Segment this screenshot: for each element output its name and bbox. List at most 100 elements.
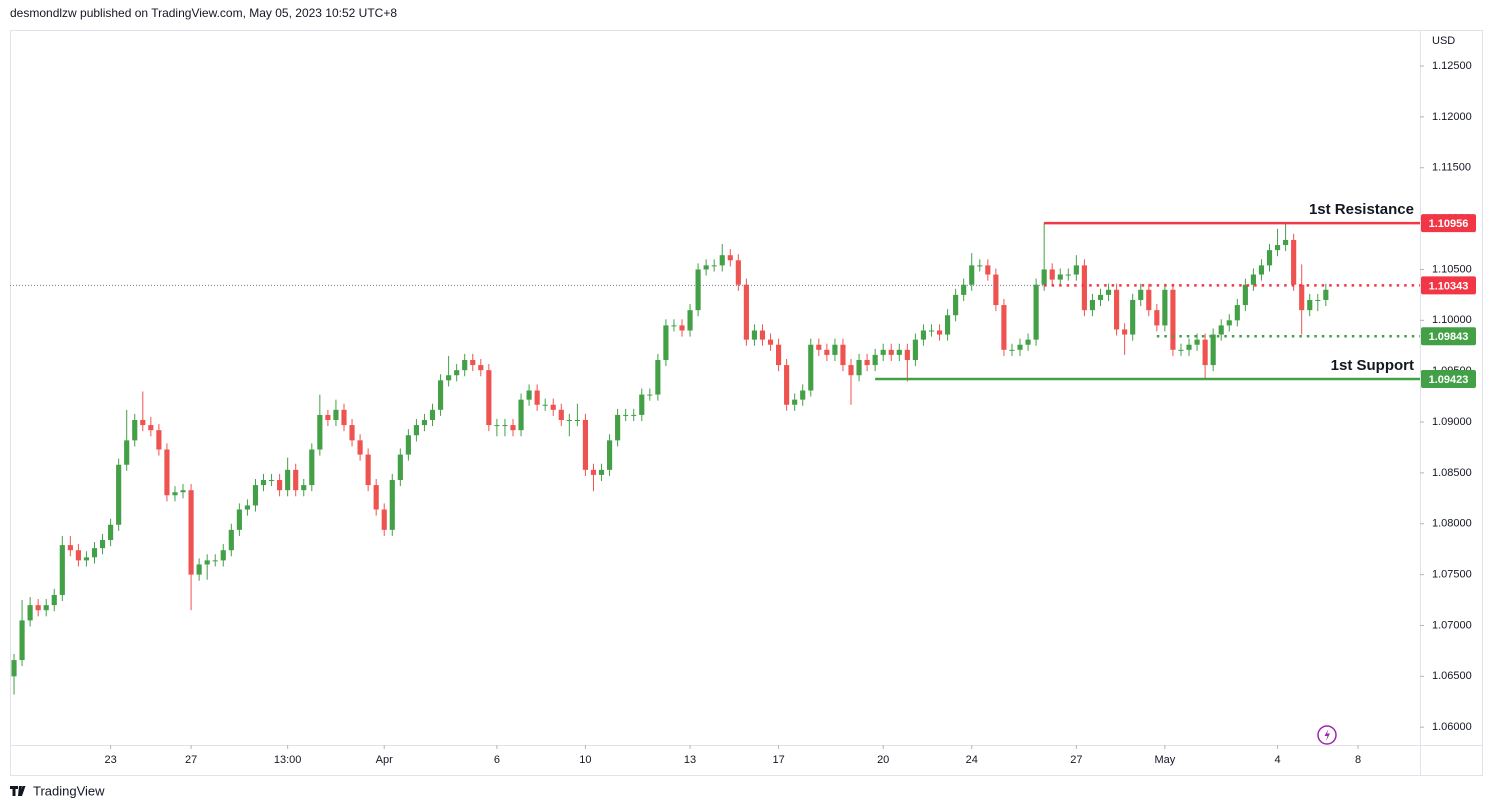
candle-body (1033, 284, 1039, 340)
candle-body (341, 409, 347, 426)
candle-body (735, 260, 741, 285)
candle-body (1081, 265, 1087, 311)
candle-body (1089, 299, 1096, 311)
candle-body (832, 344, 838, 355)
icon-circle[interactable] (1317, 725, 1337, 745)
y-tick-label: 1.08500 (1432, 467, 1472, 479)
candle-body (1097, 294, 1104, 300)
y-tick-label: 1.07000 (1432, 619, 1472, 631)
candle-body (1041, 269, 1047, 285)
candle-body (800, 390, 806, 400)
price-tag (1421, 276, 1476, 295)
candle-body (615, 414, 621, 441)
x-tick-label: 10 (579, 754, 591, 766)
candle-body (655, 359, 661, 395)
candle-body (1242, 284, 1248, 306)
candle-body (373, 485, 379, 510)
candle-body (188, 490, 194, 575)
y-tick-label: 1.12500 (1432, 60, 1472, 72)
candle-body (1283, 239, 1289, 246)
candle-body (534, 390, 540, 405)
candle-body (824, 349, 830, 355)
candle-body (1291, 239, 1297, 285)
candle-body (365, 454, 371, 486)
candle-body (405, 435, 411, 455)
candle-body (550, 404, 556, 410)
candle-body (148, 425, 154, 431)
candle-body (413, 425, 419, 436)
candle-body (759, 330, 766, 340)
candle-body (83, 557, 90, 561)
candle-body (840, 344, 846, 366)
replay-icon[interactable] (1317, 725, 1337, 745)
candle-body (454, 370, 460, 376)
x-tick-label: 6 (494, 754, 500, 766)
candle-body (582, 420, 589, 470)
candle-body (268, 480, 275, 482)
plot-area: 1.125001.120001.115001.110001.105001.100… (10, 60, 1476, 766)
candle-body (928, 330, 935, 332)
candle-body (872, 354, 878, 366)
x-tick-label: 4 (1274, 754, 1280, 766)
candle-body (260, 480, 267, 486)
candle-body (333, 409, 339, 420)
candle-body (679, 325, 685, 331)
candle-body (1017, 344, 1023, 350)
candle-body (703, 265, 709, 270)
candle-body (59, 545, 65, 595)
candle-body (43, 605, 49, 611)
candle-body (140, 420, 146, 426)
candle-body (888, 349, 894, 355)
candle-body (1057, 274, 1063, 280)
x-tick-label: 24 (966, 754, 978, 766)
candle-body (743, 284, 749, 340)
candle-body (566, 420, 572, 421)
candle-body (856, 359, 862, 376)
price-tag-label: 1.09843 (1429, 331, 1469, 343)
y-tick-label: 1.10000 (1432, 314, 1472, 326)
y-tick-label: 1.11500 (1432, 162, 1471, 174)
candle-body (896, 349, 902, 355)
candle-body (220, 550, 226, 561)
tradingview-logo[interactable]: TradingView (10, 783, 105, 798)
candle-body (1250, 274, 1256, 285)
candle-body (19, 620, 25, 661)
candle-body (1274, 245, 1281, 251)
candle-body (647, 394, 653, 396)
candle-body (808, 344, 814, 391)
candle-body (1154, 310, 1160, 326)
candle-body (864, 359, 870, 366)
candle-body (985, 265, 991, 275)
candle-body (542, 404, 548, 406)
candle-body (285, 469, 291, 491)
candle-body (35, 605, 41, 611)
candle-body (156, 430, 162, 450)
candle-body (1299, 284, 1305, 311)
candle-body (164, 449, 170, 496)
logo-mark[interactable] (10, 786, 26, 796)
candle-body (711, 265, 717, 267)
candle-body (1323, 289, 1329, 300)
x-tick-label: 17 (772, 754, 784, 766)
candle-body (75, 550, 81, 561)
x-tick-label: 27 (185, 754, 197, 766)
y-tick-label: 1.07500 (1432, 569, 1472, 581)
candle-body (969, 265, 975, 285)
y-tick-label: 1.08000 (1432, 518, 1472, 530)
icon-bolt[interactable] (1324, 729, 1331, 741)
candle-body (1186, 344, 1192, 350)
y-tick-label: 1.10500 (1432, 263, 1472, 275)
candle-body (526, 390, 532, 400)
candle-body (389, 480, 395, 530)
candle-body (172, 492, 178, 496)
candle-body (727, 255, 733, 261)
candle-body (574, 420, 580, 421)
price-tag (1421, 370, 1476, 389)
candle-body (663, 325, 669, 360)
candle-body (695, 269, 701, 311)
candle-body (1114, 289, 1120, 330)
candle-body (1065, 274, 1071, 276)
x-tick-label: 8 (1355, 754, 1361, 766)
logo-text[interactable]: TradingView (33, 783, 105, 798)
